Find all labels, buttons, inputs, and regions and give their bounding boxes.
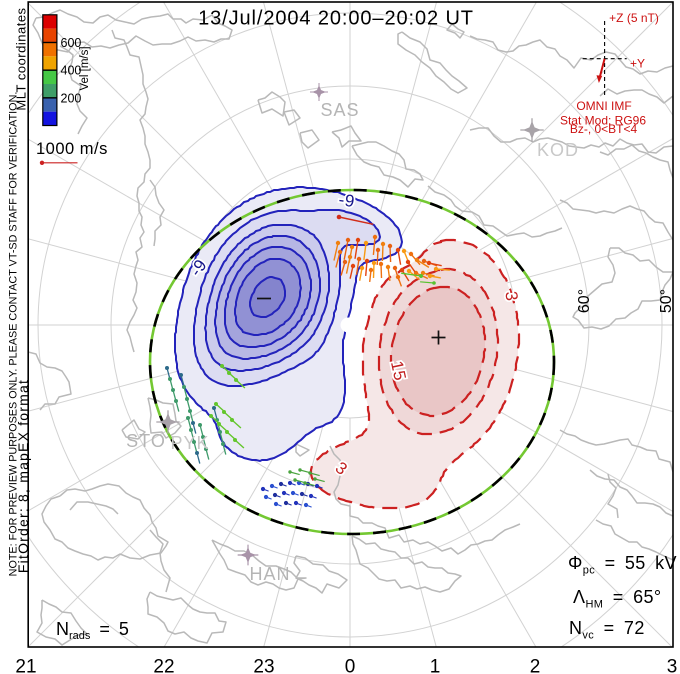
svg-text:KOD: KOD: [537, 140, 579, 160]
svg-text:Stat Mod: RG96: Stat Mod: RG96: [560, 114, 646, 128]
svg-text:HAN: HAN: [249, 564, 290, 584]
svg-text:Bz-, 0<BT<4: Bz-, 0<BT<4: [570, 122, 638, 136]
svg-text:2: 2: [530, 657, 541, 674]
svg-text:Φpc = 55 kV: Φpc = 55 kV: [568, 553, 677, 577]
svg-text:Vel [m/s]: Vel [m/s]: [79, 46, 91, 90]
svg-text:600: 600: [61, 36, 82, 50]
svg-text:NOTE: FOR PREVIEW PURPOSES ONL: NOTE: FOR PREVIEW PURPOSES ONLY. PLEASE …: [8, 92, 20, 577]
svg-text:FitOrder: 8, mapEX format: FitOrder: 8, mapEX format: [15, 379, 31, 573]
svg-text:+Z (5 nT): +Z (5 nT): [609, 11, 659, 25]
svg-text:60°: 60°: [576, 289, 593, 313]
svg-text:1000 m/s: 1000 m/s: [36, 140, 108, 158]
svg-text:21: 21: [15, 657, 36, 674]
svg-text:1: 1: [430, 657, 441, 674]
svg-text:Nrads = 5: Nrads = 5: [56, 619, 129, 642]
svg-text:OMNI IMF: OMNI IMF: [576, 99, 631, 113]
svg-text:3: 3: [501, 290, 521, 302]
svg-text:SAS: SAS: [320, 100, 359, 120]
svg-text:Nvc = 72: Nvc = 72: [569, 618, 645, 642]
svg-text:PYK: PYK: [170, 433, 209, 453]
svg-text:50°: 50°: [658, 289, 675, 313]
svg-text:+Y: +Y: [630, 57, 645, 71]
svg-text:STO: STO: [126, 431, 166, 451]
svg-text:22: 22: [153, 657, 174, 674]
svg-text:MLT coordinates: MLT coordinates: [14, 7, 29, 110]
svg-text:23: 23: [253, 657, 274, 674]
svg-text:0: 0: [345, 657, 356, 674]
svg-text:200: 200: [61, 91, 82, 105]
svg-text:400: 400: [61, 64, 82, 78]
svg-text:3: 3: [667, 657, 678, 674]
svg-text:-9: -9: [337, 190, 356, 211]
svg-text:13/Jul/2004 20:00–20:02 UT: 13/Jul/2004 20:00–20:02 UT: [198, 8, 474, 30]
svg-text:15: 15: [387, 359, 410, 382]
